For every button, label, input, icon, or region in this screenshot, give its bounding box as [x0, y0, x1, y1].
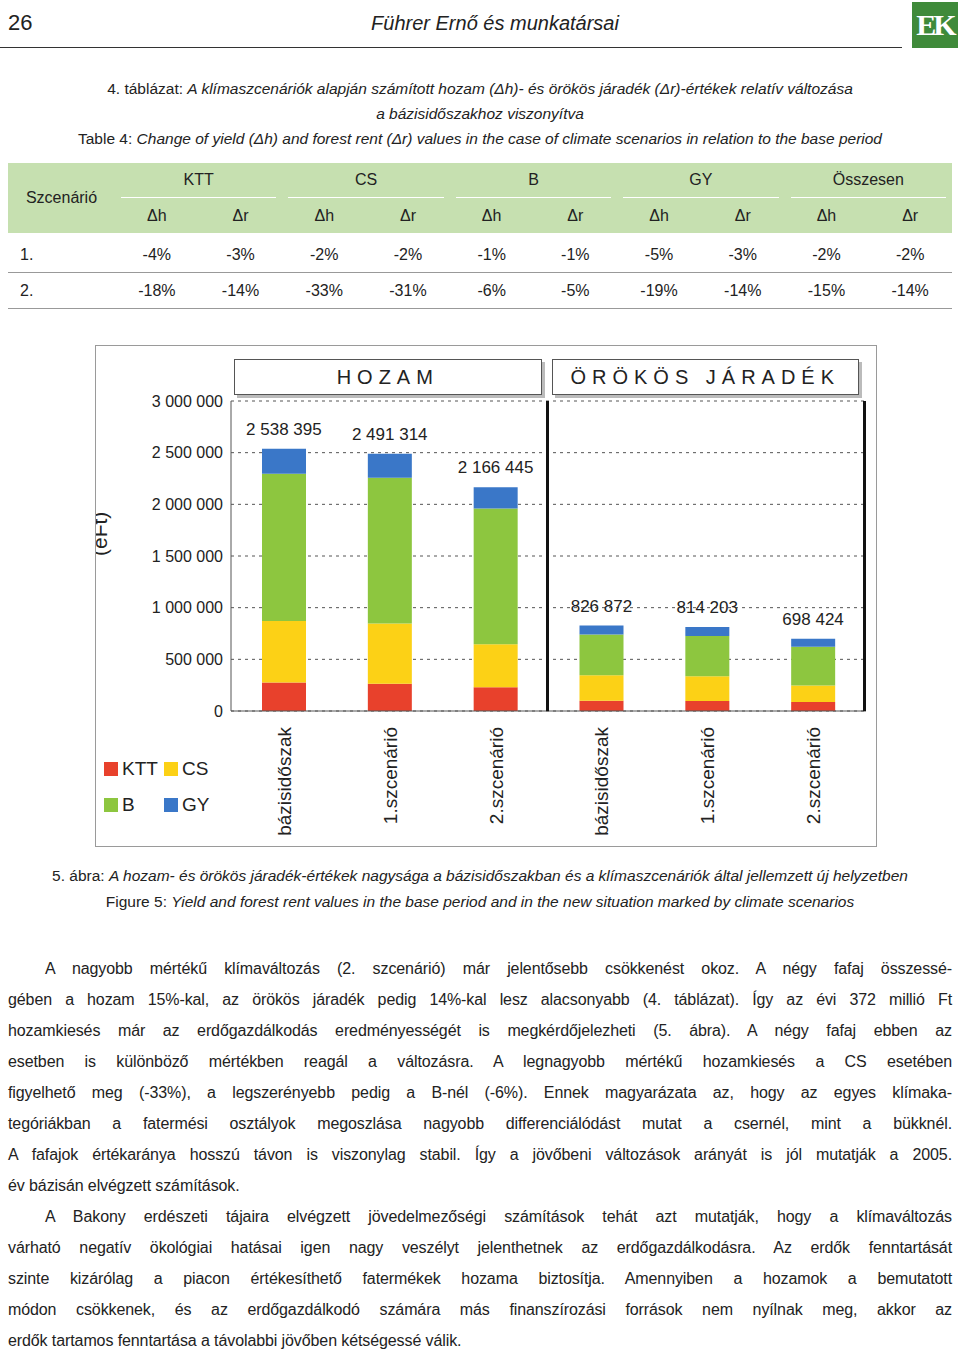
- html-text:KTT: KTT: [122, 758, 158, 779]
- html-text:-14%: -14%: [221, 281, 260, 299]
- html-text:B: B: [122, 794, 135, 815]
- html-text:KTT: KTT: [183, 171, 214, 188]
- html-text:-3%: -3%: [728, 245, 757, 263]
- html-text:Führer Ernő és munkatársai: Führer Ernő és munkatársai: [371, 12, 619, 34]
- svg-text:bázisidőszak: bázisidőszak: [274, 727, 295, 836]
- html-text:Δr: Δr: [232, 206, 249, 224]
- html-text:Δh: Δh: [816, 206, 837, 224]
- html-text:-4%: -4%: [142, 245, 172, 263]
- html-text:26: 26: [8, 10, 33, 35]
- html-text:EK: EK: [916, 8, 954, 41]
- html-text:Figure 5: Yield and forest ren: Figure 5: Yield and forest rent values i…: [105, 893, 855, 910]
- html-text:Összesen: Összesen: [832, 171, 904, 188]
- html-text:-2%: -2%: [310, 245, 339, 263]
- svg-text:1.szcenárió: 1.szcenárió: [697, 727, 718, 824]
- html-text:Table 4: Change of yield (Δh): Table 4: Change of yield (Δh) and forest…: [78, 130, 882, 147]
- svg-text:2 000 000: 2 000 000: [152, 496, 223, 513]
- svg-text:826 872: 826 872: [571, 597, 632, 616]
- html-text:-1%: -1%: [477, 245, 506, 263]
- html-text:Δr: Δr: [567, 206, 584, 224]
- html-text:-1%: -1%: [561, 245, 590, 263]
- svg-text:1.szcenárió: 1.szcenárió: [380, 727, 401, 824]
- html-text:Δr: Δr: [399, 206, 416, 224]
- html-text:HOZAM: HOZAM: [336, 365, 439, 388]
- html-text:figyelhető meg (-33%), a legsz: figyelhető meg (-33%), a legszerényebb p…: [8, 1084, 952, 1101]
- svg-text:814 203: 814 203: [677, 598, 738, 617]
- html-text:-19%: -19%: [640, 281, 678, 299]
- html-text:erdők tartamos fenntartása a t: erdők tartamos fenntartása a távolabbi j…: [8, 1332, 462, 1349]
- html-text:-3%: -3%: [226, 245, 255, 263]
- svg-text:bázisidőszak: bázisidőszak: [591, 727, 612, 836]
- svg-text:2.szcenárió: 2.szcenárió: [486, 727, 507, 824]
- svg-text:500 000: 500 000: [165, 651, 223, 668]
- html-text:Δh: Δh: [314, 206, 334, 224]
- html-text:-5%: -5%: [561, 281, 590, 299]
- html-text:Δh: Δh: [147, 206, 167, 224]
- html-text:4. táblázat: A klímaszcenáriók: 4. táblázat: A klímaszcenáriók alapján s…: [107, 80, 853, 97]
- html-text:módon csökkenek, és az erdőgaz: módon csökkenek, és az erdőgazdálkodó sz…: [8, 1301, 952, 1318]
- html-text:A fafajok értékaránya hosszú t: A fafajok értékaránya hosszú távon is vi…: [8, 1146, 952, 1163]
- html-text:5. ábra: A hozam- és örökös já: 5. ábra: A hozam- és örökös járadék-érté…: [52, 867, 908, 884]
- svg-text:2 500 000: 2 500 000: [152, 444, 223, 461]
- html-text:GY: GY: [689, 171, 713, 188]
- svg-text:3 000 000: 3 000 000: [152, 393, 223, 410]
- html-text:-2%: -2%: [393, 245, 423, 263]
- html-text:CS: CS: [355, 171, 378, 188]
- html-text:gében a hozam 15%-kal, az örök: gében a hozam 15%-kal, az örökös járadék…: [8, 991, 952, 1008]
- html-text:ÖRÖKÖS JÁRADÉK: ÖRÖKÖS JÁRADÉK: [570, 365, 840, 388]
- svg-text:0: 0: [214, 703, 223, 720]
- html-text:-33%: -33%: [305, 281, 343, 299]
- html-text:várható negatív ökológiai hatá: várható negatív ökológiai hatásai igen n…: [8, 1239, 952, 1256]
- svg-text:2 166 445: 2 166 445: [458, 458, 534, 477]
- svg-text:698 424: 698 424: [782, 610, 843, 629]
- html-text:Δh: Δh: [481, 206, 502, 224]
- html-text:B: B: [528, 171, 539, 188]
- html-text:-15%: -15%: [807, 281, 846, 299]
- html-text:-6%: -6%: [477, 281, 506, 299]
- html-text:GY: GY: [182, 794, 210, 815]
- svg-text:1 500 000: 1 500 000: [152, 548, 223, 565]
- html-text:Δr: Δr: [902, 206, 919, 224]
- html-text:Δr: Δr: [734, 206, 751, 224]
- svg-text:2 491 314: 2 491 314: [352, 425, 428, 444]
- html-text:szinte kizárólag a piacon érté: szinte kizárólag a piacon értékesíthető …: [8, 1270, 952, 1287]
- html-text:1.: 1.: [20, 245, 34, 263]
- html-text:-31%: -31%: [389, 281, 427, 299]
- html-text:CS: CS: [182, 758, 209, 779]
- html-text:a bázisidőszakhoz viszonyítva: a bázisidőszakhoz viszonyítva: [376, 105, 584, 122]
- svg-text:2 538 395: 2 538 395: [246, 420, 322, 439]
- html-text:-5%: -5%: [644, 245, 674, 263]
- html-text:hozamkiesés már az erdőgazdálk: hozamkiesés már az erdőgazdálkodás eredm…: [8, 1022, 952, 1039]
- html-text:Δh: Δh: [649, 206, 669, 224]
- html-text:-18%: -18%: [138, 281, 176, 299]
- html-text:Szcenárió: Szcenárió: [25, 189, 98, 206]
- html-text:2.: 2.: [20, 281, 34, 299]
- svg-text:(eFt): (eFt): [96, 512, 111, 556]
- html-text:-2%: -2%: [895, 245, 925, 263]
- html-text:A nagyobb mértékű klímaváltozá: A nagyobb mértékű klímaváltozás (2. szce…: [45, 960, 952, 977]
- html-text:-14%: -14%: [724, 281, 762, 299]
- html-text:tegóriákban a fatermési osztál: tegóriákban a fatermési osztályok megosz…: [8, 1115, 952, 1132]
- html-text:-14%: -14%: [891, 281, 929, 299]
- svg-text:1 000 000: 1 000 000: [152, 599, 223, 616]
- html-text:-2%: -2%: [812, 245, 841, 263]
- html-text:esetben is különböző mértékben: esetben is különböző mértékben reagál a …: [8, 1053, 952, 1070]
- svg-text:2.szcenárió: 2.szcenárió: [803, 727, 824, 824]
- html-text:év bázisán elvégzett számításo: év bázisán elvégzett számítások.: [8, 1177, 240, 1194]
- html-text:A Bakony erdészeti tájaira elv: A Bakony erdészeti tájaira elvégzett jöv…: [45, 1208, 952, 1225]
